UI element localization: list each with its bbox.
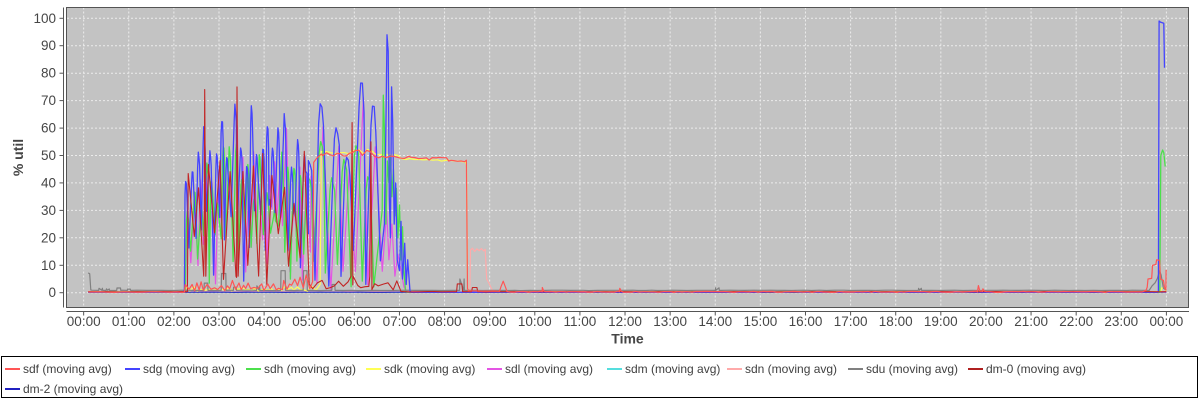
svg-text:23:00: 23:00 — [1104, 314, 1138, 329]
svg-text:12:00: 12:00 — [608, 314, 642, 329]
svg-text:09:00: 09:00 — [473, 314, 507, 329]
svg-text:05:00: 05:00 — [292, 314, 326, 329]
svg-text:40: 40 — [41, 175, 56, 190]
svg-text:08:00: 08:00 — [428, 314, 462, 329]
svg-text:10:00: 10:00 — [518, 314, 552, 329]
svg-text:0: 0 — [48, 285, 56, 300]
svg-text:11:00: 11:00 — [564, 314, 597, 329]
svg-text:80: 80 — [41, 66, 56, 81]
svg-text:19:00: 19:00 — [924, 314, 958, 329]
svg-text:15:00: 15:00 — [744, 314, 778, 329]
svg-text:17:00: 17:00 — [834, 314, 868, 329]
svg-text:70: 70 — [41, 93, 56, 108]
svg-text:20: 20 — [41, 230, 56, 245]
svg-text:100: 100 — [33, 11, 56, 26]
svg-text:04:00: 04:00 — [247, 314, 281, 329]
svg-text:10: 10 — [41, 258, 56, 273]
svg-text:01:00: 01:00 — [112, 314, 146, 329]
svg-text:06:00: 06:00 — [337, 314, 371, 329]
svg-text:00:00: 00:00 — [1150, 314, 1184, 329]
svg-text:Time: Time — [611, 331, 644, 347]
svg-text:22:00: 22:00 — [1059, 314, 1093, 329]
svg-text:18:00: 18:00 — [879, 314, 913, 329]
svg-text:30: 30 — [41, 203, 56, 218]
svg-text:60: 60 — [41, 121, 56, 136]
svg-text:07:00: 07:00 — [383, 314, 417, 329]
svg-text:13:00: 13:00 — [653, 314, 687, 329]
svg-text:16:00: 16:00 — [789, 314, 823, 329]
svg-text:14:00: 14:00 — [698, 314, 732, 329]
svg-text:03:00: 03:00 — [202, 314, 236, 329]
svg-text:% util: % util — [10, 139, 26, 176]
svg-text:50: 50 — [41, 148, 56, 163]
svg-text:21:00: 21:00 — [1014, 314, 1048, 329]
svg-text:00:00: 00:00 — [67, 314, 101, 329]
svg-text:90: 90 — [41, 38, 56, 53]
svg-text:02:00: 02:00 — [157, 314, 191, 329]
svg-text:20:00: 20:00 — [969, 314, 1003, 329]
